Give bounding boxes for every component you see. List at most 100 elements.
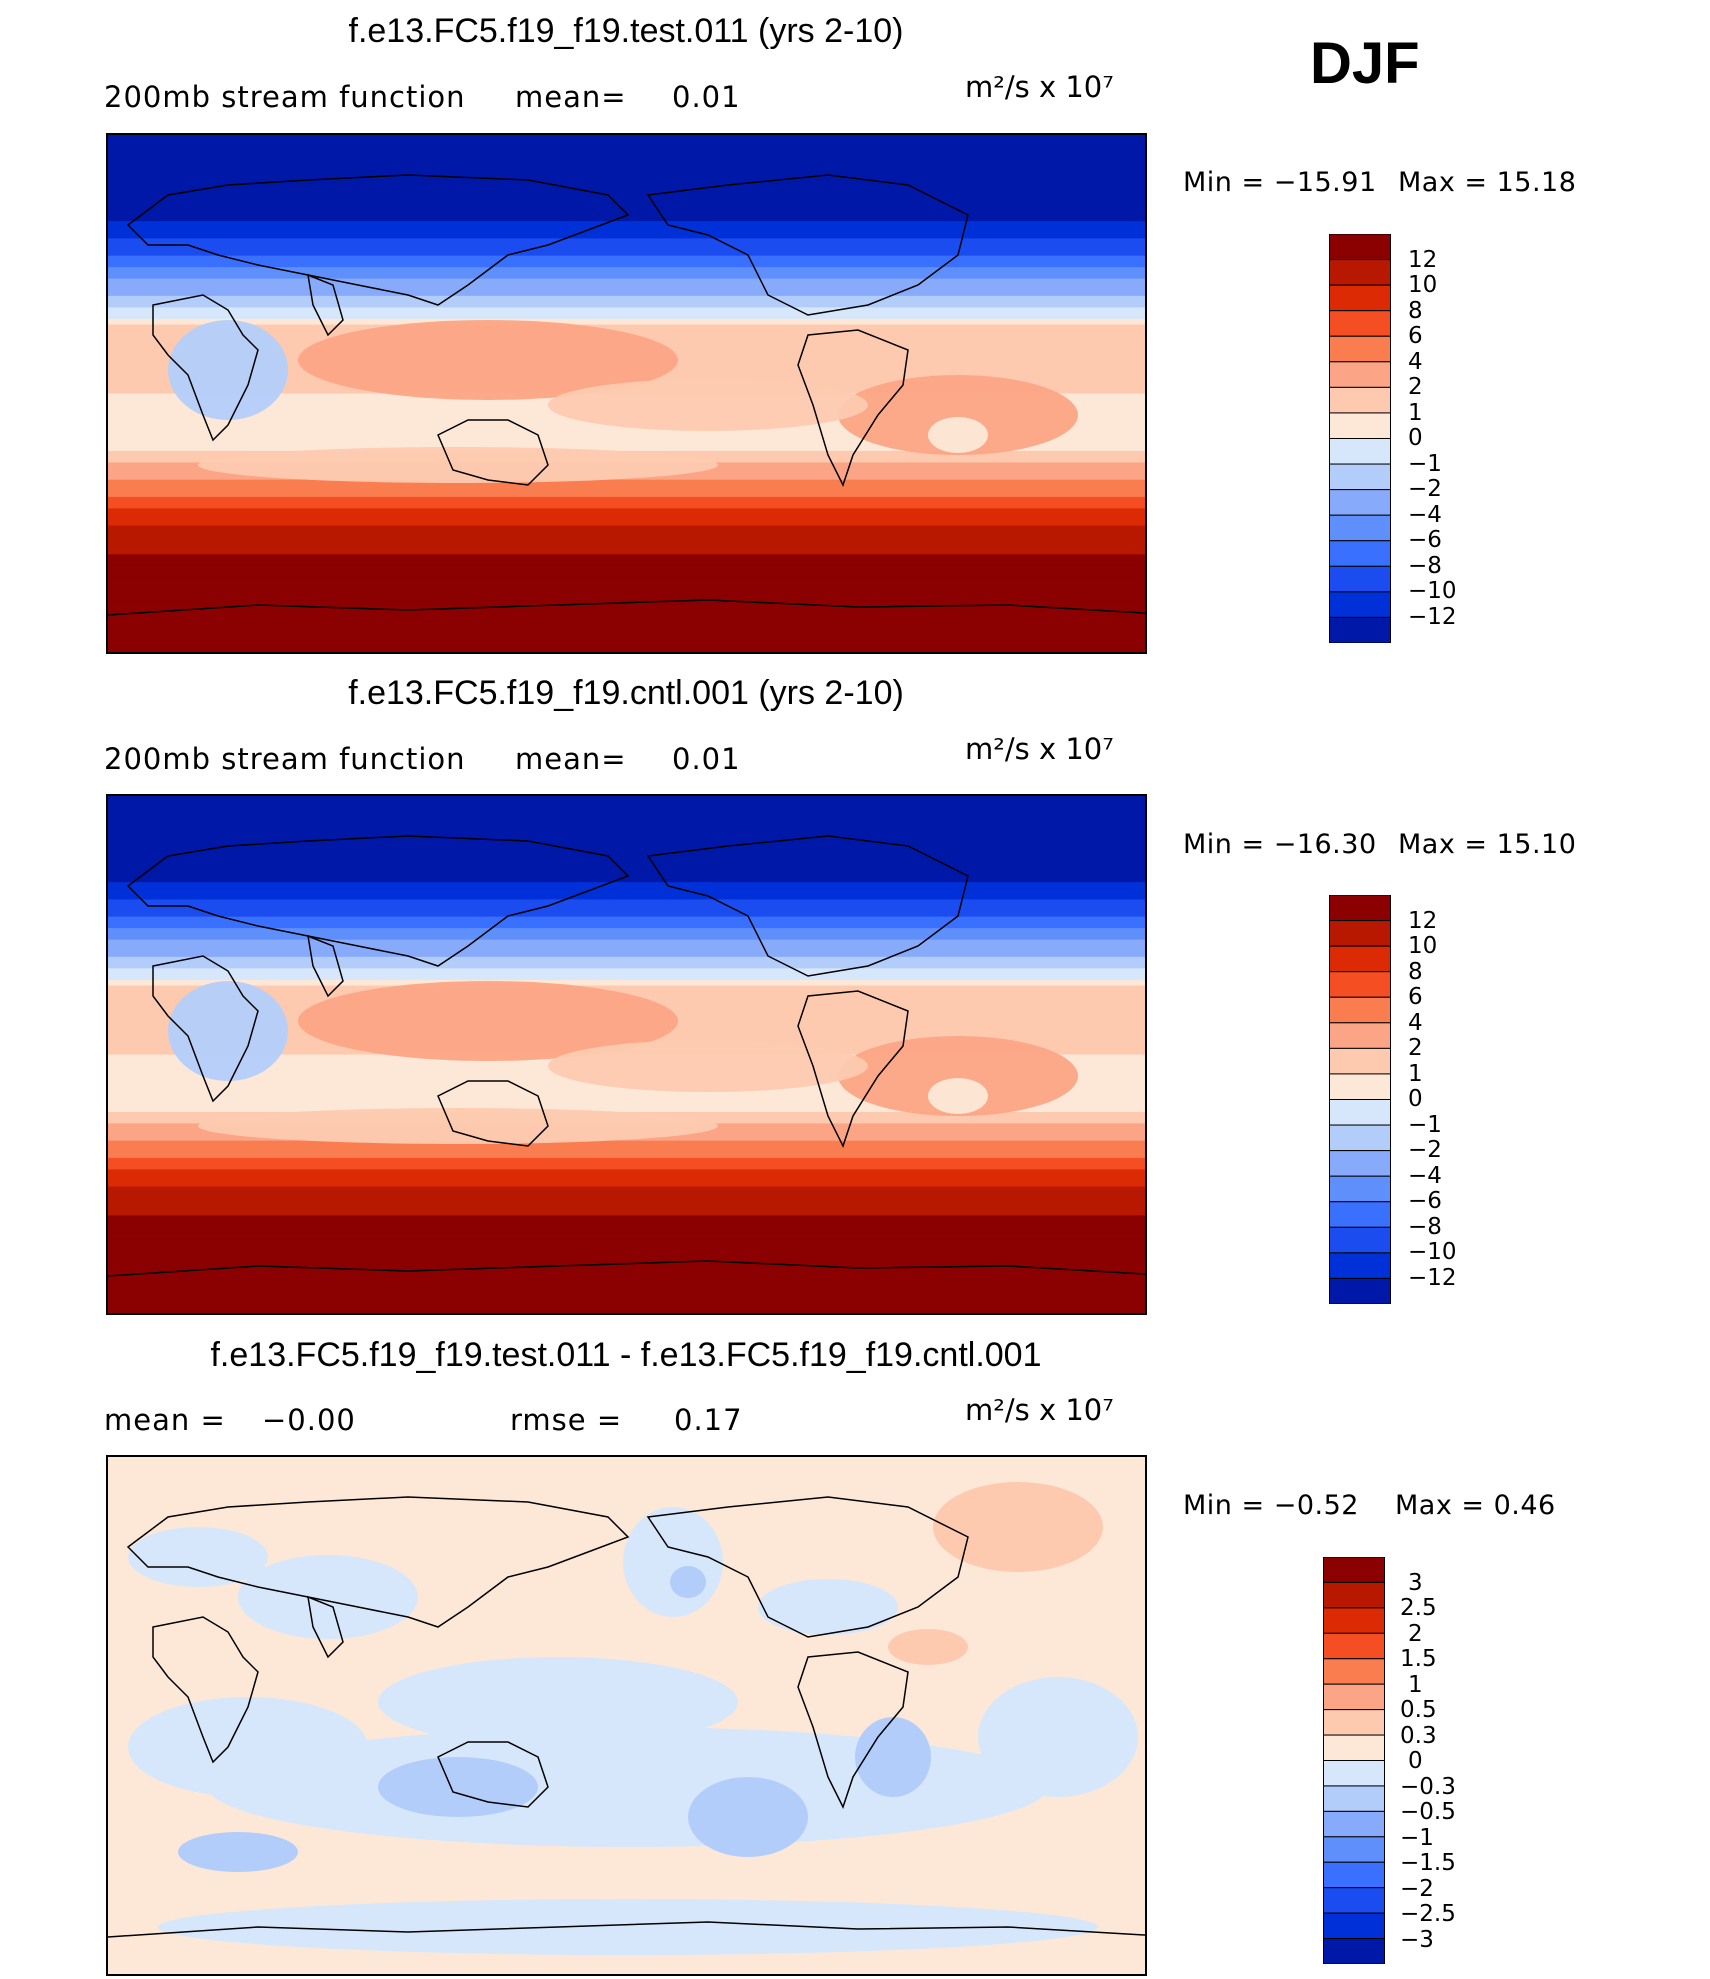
field-band [108, 813, 1145, 820]
diff-feature [178, 1832, 298, 1872]
field-band [108, 439, 1145, 446]
field-band [108, 152, 1145, 159]
field-band [108, 910, 1145, 918]
diff-feature [623, 1507, 723, 1617]
panel2-map [106, 794, 1147, 1315]
panel3-cbar-label-2: 2.5 [1400, 1595, 1437, 1621]
field-band [108, 1175, 1145, 1182]
colorbar-box [1329, 386, 1391, 414]
panel3-cbar-label-15: −3 [1400, 1927, 1434, 1953]
field-feature [168, 981, 288, 1081]
panel3-cbar-label-12: −1.5 [1400, 1850, 1456, 1876]
field-band [108, 519, 1145, 527]
field-feature [198, 1108, 718, 1144]
field-band [108, 295, 1145, 303]
colorbar-box [1323, 1632, 1385, 1660]
panel1-cbar-label-11: −4 [1408, 502, 1442, 528]
field-band [108, 882, 1145, 889]
panel3-min: Min = −0.52 [1183, 1490, 1359, 1521]
field-band [108, 1203, 1145, 1211]
field-band [108, 1244, 1145, 1251]
diff-feature [128, 1527, 268, 1587]
field-band [108, 1146, 1145, 1153]
field-band [108, 203, 1145, 211]
field-band [108, 830, 1145, 837]
field-feature [298, 320, 678, 400]
panel3-cbar-label-13: −2 [1400, 1876, 1434, 1902]
colorbar-box [1329, 335, 1391, 363]
coastline [797, 329, 909, 487]
colorbar-box [1323, 1709, 1385, 1736]
field-band [108, 796, 1145, 803]
field-feature [298, 981, 678, 1061]
panel1-max: Max = 15.18 [1398, 167, 1577, 198]
field-band [108, 140, 1145, 148]
panel1-cbar-label-10: −2 [1408, 476, 1442, 502]
panel1-cbar-label-7: 1 [1408, 400, 1423, 426]
field-band [108, 588, 1145, 596]
field-band [108, 905, 1145, 912]
colorbar-box [1329, 565, 1391, 593]
field-band [108, 485, 1145, 492]
coastline [797, 990, 909, 1148]
field-band [108, 542, 1145, 550]
colorbar-box [1323, 1683, 1385, 1711]
field-band [108, 956, 1145, 964]
colorbar-box [1323, 1556, 1385, 1583]
field-band [108, 634, 1145, 642]
field-band [108, 157, 1145, 165]
field-feature [838, 1036, 1078, 1116]
panel2-mean-label: mean= [515, 742, 627, 776]
coastline [307, 273, 344, 337]
field-band [108, 163, 1145, 171]
colorbar-box [1329, 945, 1391, 973]
colorbar-box [1323, 1836, 1385, 1863]
field-band [108, 594, 1145, 601]
panel2-max: Max = 15.10 [1398, 829, 1577, 860]
field-band [108, 962, 1145, 969]
field-band [108, 318, 1145, 326]
field-band [108, 899, 1145, 906]
field-band [108, 1272, 1145, 1280]
field-band [108, 951, 1145, 958]
colorbar-box [1329, 412, 1391, 439]
diff-feature [128, 1697, 368, 1797]
panel2-cbar-label-14: −10 [1408, 1239, 1457, 1265]
coastline [108, 1921, 1145, 1938]
panel1-colorbar [1329, 233, 1391, 644]
field-band [108, 215, 1145, 222]
panel1-mean-value: 0.01 [672, 80, 741, 114]
panel1-map [106, 133, 1147, 654]
colorbar-box [1329, 616, 1391, 644]
field-band [108, 893, 1145, 900]
field-feature [548, 379, 868, 431]
field-band [108, 1100, 1145, 1107]
field-band [108, 629, 1145, 636]
panel1-cbar-label-2: 10 [1408, 272, 1438, 298]
panel2-map-svg [108, 796, 1145, 1313]
panel3-units: m²/s x 10⁷ [965, 1393, 1114, 1427]
field-band [108, 226, 1145, 234]
panel2-cbar-label-4: 6 [1408, 984, 1423, 1010]
field-band [108, 479, 1145, 487]
field-band [108, 301, 1145, 308]
colorbar-box [1323, 1810, 1385, 1838]
field-feature [548, 1040, 868, 1092]
panel3-colorbar-svg [1323, 1556, 1385, 1965]
field-band [108, 600, 1145, 607]
field-band [108, 1180, 1145, 1188]
panel3-mean-label: mean = [104, 1403, 226, 1437]
colorbar-box [1329, 1047, 1391, 1075]
diff-feature [933, 1482, 1103, 1572]
panel1-cbar-label-12: −6 [1408, 527, 1442, 553]
panel3-cbar-label-1: 3 [1408, 1570, 1423, 1596]
field-band [108, 433, 1145, 441]
colorbar-box [1329, 489, 1391, 516]
colorbar-box [1329, 1226, 1391, 1254]
field-band [108, 565, 1145, 573]
colorbar-box [1329, 1277, 1391, 1305]
field-band [108, 1267, 1145, 1274]
field-band [108, 284, 1145, 291]
colorbar-box [1329, 438, 1391, 465]
colorbar-box [1329, 463, 1391, 491]
